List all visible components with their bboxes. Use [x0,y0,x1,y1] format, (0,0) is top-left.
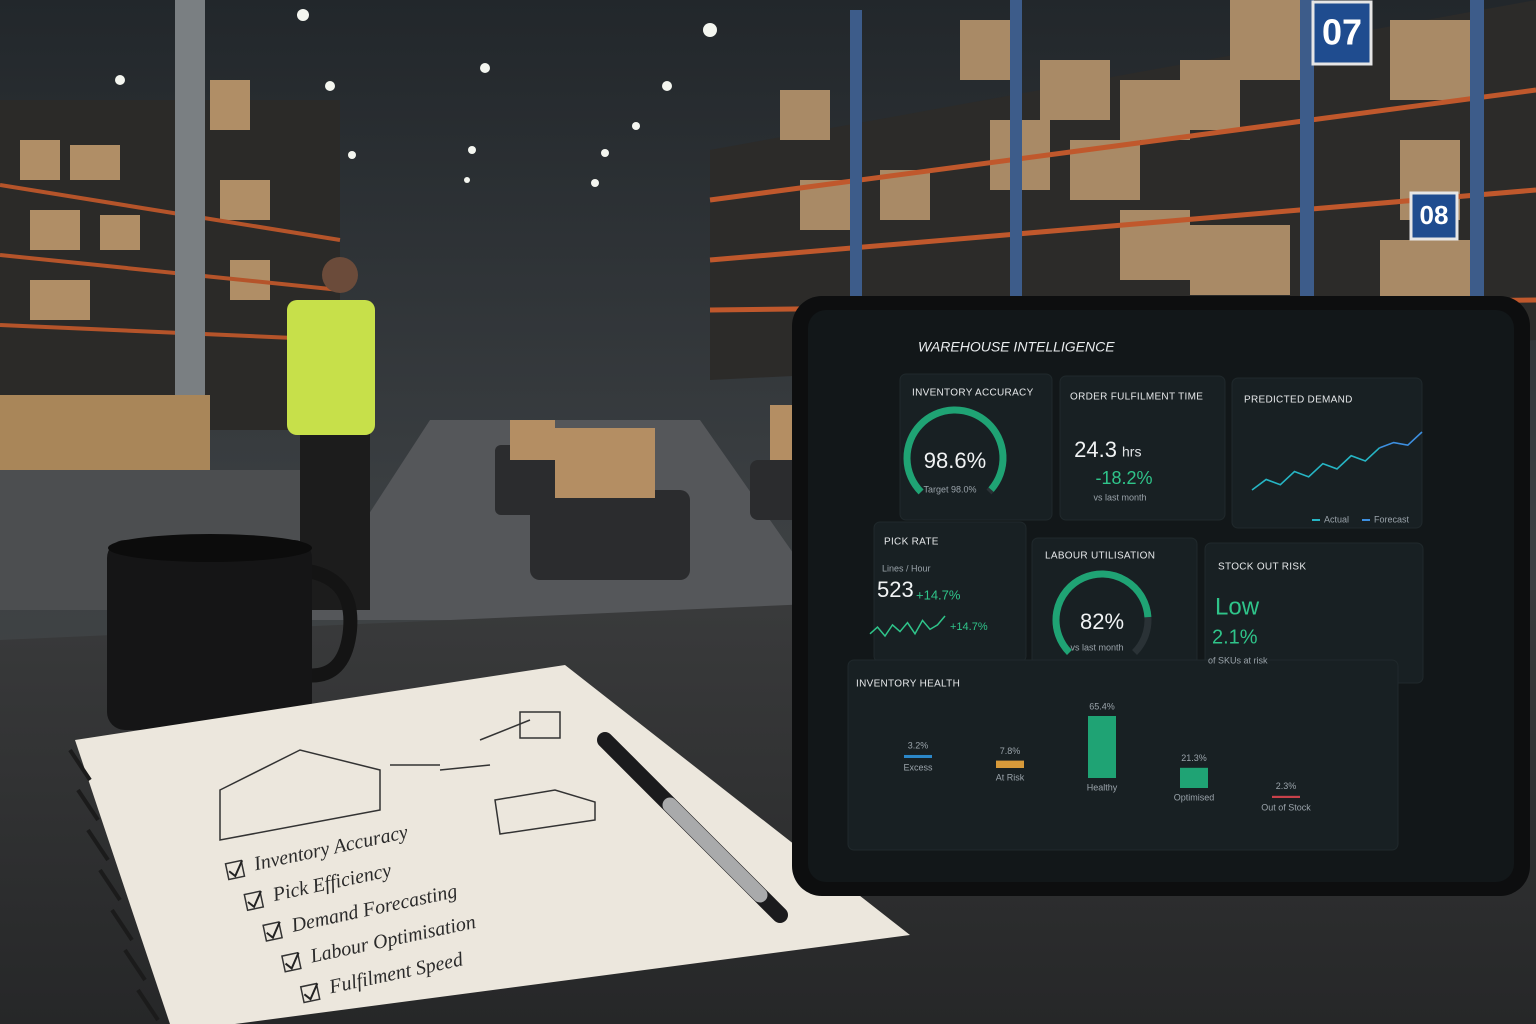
bar-value-label: 7.8% [1000,746,1021,756]
bar [1180,767,1208,788]
risk-value: 2.1% [1212,626,1258,648]
checkbox [281,951,302,973]
sparkline-line [869,615,946,638]
kpi-change: -18.2% [1095,468,1152,488]
risk-level: Low [1215,593,1260,620]
sparkline [869,615,946,638]
checkmark [284,952,300,970]
bar-category-label: Excess [903,762,933,772]
bar-category-label: Out of Stock [1261,802,1311,812]
aisle-sign: 08 [1420,200,1449,230]
gauge-target: Target 98.0% [923,484,976,494]
bar-value-label: 65.4% [1089,701,1115,711]
gauge-value: 82% [1080,609,1124,634]
checkbox [262,921,283,942]
bar-value-label: 3.2% [908,740,929,750]
checkmark [247,890,262,909]
bar [996,760,1024,768]
checkbox [243,890,265,912]
gauge [903,406,1007,495]
checkmark [303,982,319,1001]
gauge [1052,570,1152,655]
tablet: WAREHOUSE INTELLIGENCE INVENTORY ACCURAC… [792,296,1530,896]
kpi-note: vs last month [1093,492,1146,502]
panel-title: STOCK OUT RISK [1218,562,1306,573]
bar-value-label: 21.3% [1181,753,1207,763]
bar-category-label: Optimised [1174,792,1215,802]
sparkline-change: +14.7% [950,621,988,633]
bar-value-label: 2.3% [1276,781,1297,791]
shelves-right: 07 08 [709,0,1536,380]
checkmark [228,859,244,878]
checkmark [266,921,281,940]
kpi-unit: hrs [1122,444,1141,460]
worker [287,257,375,610]
bar-chart: 3.2% Excess 7.8% At Risk 65.4% Healthy 21.3% Op… [903,701,1311,812]
panel-title: PICK RATE [884,537,939,548]
panel-title: LABOUR UTILISATION [1045,551,1155,562]
checkbox [224,859,246,881]
kpi-value: 24.3 [1074,437,1117,462]
kpi-subtitle: Lines / Hour [882,563,931,573]
risk-note: of SKUs at risk [1208,655,1268,665]
bar-category-label: At Risk [996,772,1025,782]
aisle-sign: 07 [1322,12,1362,53]
legend-label: Forecast [1374,514,1410,524]
line-chart: Actual Forecast [1251,431,1423,524]
checkbox [299,982,321,1004]
mug [107,534,358,730]
gauge-arc [1052,570,1152,655]
gauge-value: 98.6% [924,448,986,473]
pen [597,732,788,923]
gauge-note: vs last month [1070,642,1123,652]
gauge-arc [903,406,1007,495]
demand-line [1251,447,1381,491]
bar [1272,795,1300,798]
panel-title: INVENTORY HEALTH [856,679,960,690]
kpi-change: +14.7% [916,587,961,602]
panel-title: INVENTORY ACCURACY [912,388,1034,399]
legend-label: Actual [1324,514,1349,524]
demand-line [1379,431,1423,449]
bar [904,754,932,758]
bar-category-label: Healthy [1087,782,1118,792]
kpi-value: 523 [877,577,914,602]
panel-title: ORDER FULFILMENT TIME [1070,392,1203,403]
bar [1088,716,1116,778]
panel-title: PREDICTED DEMAND [1244,395,1353,406]
dashboard-title: WAREHOUSE INTELLIGENCE [918,339,1115,355]
